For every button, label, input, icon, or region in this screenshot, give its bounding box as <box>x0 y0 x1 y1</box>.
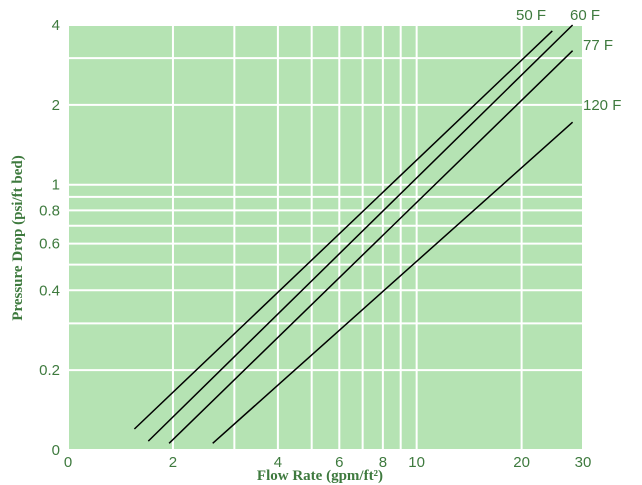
series-label: 60 F <box>570 7 600 24</box>
x-tick-label: 8 <box>379 454 387 471</box>
series-label: 50 F <box>516 7 546 24</box>
series-line <box>133 30 553 430</box>
y-axis-title: Pressure Drop (psi/ft bed) <box>10 155 26 320</box>
y-tick-label: 4 <box>52 17 60 34</box>
x-tick-label: 20 <box>513 454 530 471</box>
series-line <box>147 24 574 442</box>
series-line <box>168 50 574 444</box>
series-line <box>212 121 574 444</box>
x-tick-label: 4 <box>274 454 282 471</box>
series-label: 120 F <box>583 97 621 114</box>
x-tick-labels: 0 2 4 6 8 10 20 30 <box>64 454 592 471</box>
y-tick-label: 0.8 <box>39 202 60 219</box>
y-tick-label: 1 <box>52 177 60 194</box>
plot-background <box>68 25 583 450</box>
y-tick-label: 0 <box>52 442 60 459</box>
series-labels: 50 F 60 F 77 F 120 F <box>516 7 621 114</box>
x-tick-label: 10 <box>408 454 425 471</box>
series-lines <box>133 24 574 444</box>
x-tick-label: 2 <box>169 454 177 471</box>
x-tick-label: 6 <box>335 454 343 471</box>
y-tick-label: 2 <box>52 97 60 114</box>
x-tick-label: 30 <box>575 454 592 471</box>
y-tick-labels: 0 0.2 0.4 0.6 0.8 1 2 4 <box>39 17 60 459</box>
x-tick-label: 0 <box>64 454 72 471</box>
grid-lines <box>67 24 584 451</box>
y-tick-label: 0.6 <box>39 236 60 253</box>
x-axis-title: Flow Rate (gpm/ft²) <box>257 468 383 484</box>
series-label: 77 F <box>583 37 613 54</box>
y-tick-label: 0.4 <box>39 282 60 299</box>
y-tick-label: 0.2 <box>39 362 60 379</box>
